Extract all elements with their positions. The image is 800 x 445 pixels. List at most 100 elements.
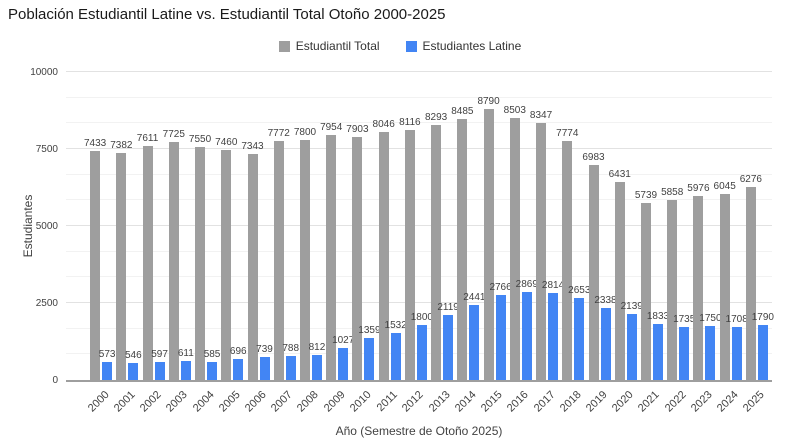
bar-latine[interactable] [652, 323, 663, 380]
bar-latine[interactable] [128, 363, 139, 380]
bar-total[interactable] [536, 122, 547, 380]
bar-total[interactable] [352, 136, 363, 380]
bar-latine[interactable] [521, 291, 532, 380]
bar-latine[interactable] [102, 362, 113, 380]
x-tick-label: 2020 [610, 388, 636, 415]
bar-latine[interactable] [259, 357, 270, 380]
bar-latine[interactable] [469, 304, 480, 380]
bar-latine[interactable] [180, 361, 191, 380]
data-label-latine: 2119 [437, 301, 459, 313]
x-tick-label: 2022 [662, 388, 689, 415]
bar-latine[interactable] [338, 348, 349, 380]
bar-total[interactable] [640, 203, 651, 380]
bar-total[interactable] [273, 140, 284, 380]
x-tick-label: 2008 [295, 388, 322, 415]
data-label-total: 7772 [267, 127, 290, 139]
bar-latine[interactable] [443, 314, 454, 380]
bar-total[interactable] [509, 118, 520, 380]
legend-item-latine[interactable]: Estudiantes Latine [405, 39, 522, 53]
bar-total[interactable] [457, 118, 468, 380]
bar-total[interactable] [614, 181, 625, 380]
data-label-latine: 1790 [751, 311, 774, 323]
bar-total[interactable] [195, 147, 206, 380]
legend: Estudiantil Total Estudiantes Latine [0, 39, 800, 53]
data-label-total: 7954 [320, 122, 343, 134]
bar-latine[interactable] [548, 293, 559, 380]
x-tick-label: 2011 [374, 388, 400, 414]
bar-latine[interactable] [416, 324, 427, 380]
bar-total[interactable] [745, 186, 756, 380]
bar-total[interactable] [693, 195, 704, 380]
data-label-latine: 1708 [725, 314, 748, 326]
bar-total[interactable] [404, 130, 415, 380]
data-label-total: 6276 [739, 173, 762, 185]
bar-total[interactable] [588, 164, 599, 380]
bar-latine[interactable] [364, 338, 375, 380]
bar-latine[interactable] [600, 308, 611, 380]
major-gridline [66, 302, 772, 303]
data-label-total: 7611 [136, 132, 159, 144]
x-tick-label: 2018 [557, 388, 584, 415]
bar-latine[interactable] [574, 298, 585, 380]
minor-gridline [66, 276, 772, 278]
legend-item-total[interactable]: Estudiantil Total [278, 39, 380, 53]
minor-gridline [66, 96, 772, 98]
x-tick-label: 2014 [452, 388, 479, 415]
bar-total[interactable] [221, 150, 232, 380]
data-label-latine: 788 [282, 342, 300, 354]
data-label-latine: 739 [256, 344, 273, 356]
minor-gridline [66, 250, 772, 252]
bar-latine[interactable] [154, 361, 165, 380]
x-tick-label: 2010 [347, 388, 374, 415]
data-label-total: 5858 [661, 186, 684, 198]
bar-latine[interactable] [731, 327, 742, 380]
data-label-latine: 585 [203, 348, 221, 360]
plot-area: 7433 573 7382 546 7611 597 7725 611 7550 585 7460 6… [66, 71, 774, 382]
data-label-latine: 2441 [463, 291, 486, 303]
bar-total[interactable] [168, 142, 179, 380]
bar-total[interactable] [299, 139, 310, 380]
bar-total[interactable] [142, 145, 153, 380]
bar-latine[interactable] [626, 314, 637, 380]
data-label-latine: 1359 [358, 325, 381, 337]
data-label-total: 7382 [110, 139, 133, 151]
data-label-total: 7433 [83, 138, 107, 150]
bar-latine[interactable] [285, 355, 296, 380]
x-tick-label: 2003 [164, 388, 191, 415]
bar-total[interactable] [247, 153, 258, 380]
x-tick-label: 2004 [190, 388, 217, 415]
data-label-total: 7725 [162, 129, 185, 141]
data-label-total: 6983 [582, 151, 605, 163]
bar-latine[interactable] [207, 361, 218, 380]
bar-latine[interactable] [757, 324, 768, 380]
bar-latine[interactable] [233, 358, 244, 380]
bar-total[interactable] [562, 140, 573, 380]
data-label-total: 7343 [241, 140, 264, 152]
bar-latine[interactable] [679, 326, 690, 380]
data-label-total: 5739 [634, 190, 658, 202]
legend-label-latine: Estudiantes Latine [422, 39, 522, 53]
data-label-latine: 573 [98, 349, 116, 361]
bar-total[interactable] [667, 199, 678, 380]
bar-total[interactable] [719, 193, 730, 380]
bar-latine[interactable] [311, 355, 322, 380]
x-tick-label: 2017 [531, 388, 558, 415]
bar-total[interactable] [378, 132, 389, 380]
bar-latine[interactable] [705, 326, 716, 380]
bar-total[interactable] [431, 124, 442, 380]
data-label-latine: 696 [229, 345, 247, 357]
y-tick-label: 0 [52, 375, 58, 386]
bar-total[interactable] [326, 135, 337, 380]
bar-latine[interactable] [390, 332, 401, 380]
data-label-total: 8046 [372, 119, 395, 131]
major-gridline [66, 148, 772, 149]
minor-gridline [66, 199, 772, 201]
bar-total[interactable] [483, 109, 494, 380]
legend-label-total: Estudiantil Total [295, 39, 380, 53]
bar-total[interactable] [90, 151, 101, 380]
y-tick-label: 5000 [35, 221, 58, 232]
y-tick-label: 7500 [35, 144, 58, 155]
x-tick-label: 2013 [426, 388, 453, 415]
bar-latine[interactable] [495, 294, 506, 380]
bar-total[interactable] [116, 152, 127, 380]
